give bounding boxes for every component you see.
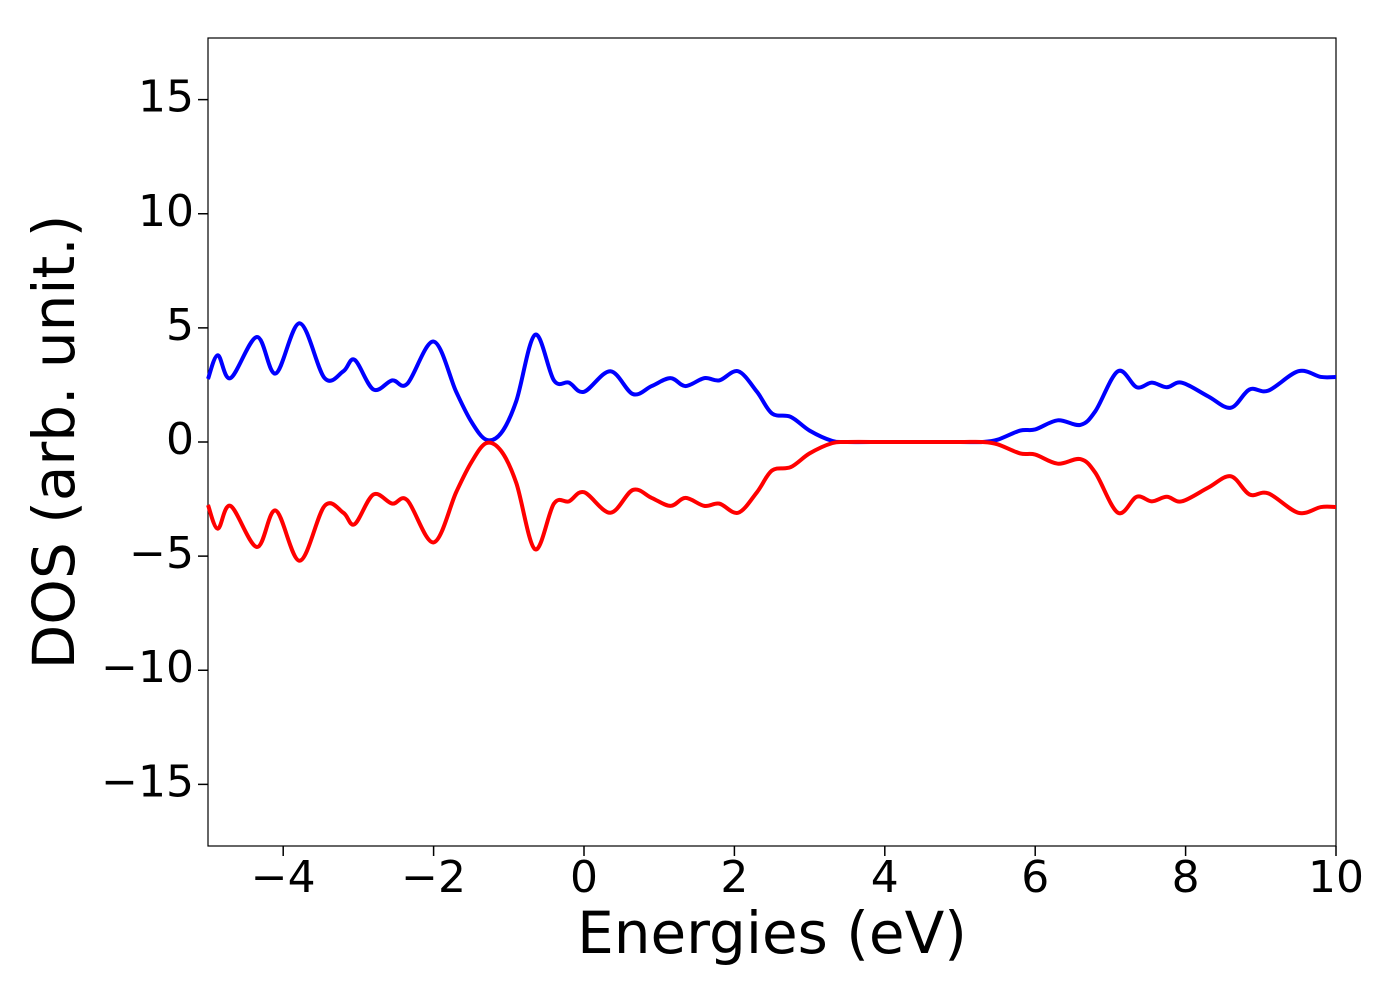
x-tick-label: 2 <box>720 852 748 903</box>
dos-line <box>206 321 1337 445</box>
plot-frame <box>207 37 1337 847</box>
x-tick-label: −2 <box>401 852 466 903</box>
dos-line <box>206 439 1337 563</box>
y-tick-label: 10 <box>138 186 194 237</box>
y-axis-label: DOS (arb. unit.) <box>20 215 88 670</box>
x-tick-label: −4 <box>251 852 316 903</box>
y-tick-label: −5 <box>129 528 194 579</box>
x-axis-label: Energies (eV) <box>577 899 967 967</box>
x-tick-label: 6 <box>1021 852 1049 903</box>
y-tick-label: 5 <box>166 300 194 351</box>
x-tick-label: 0 <box>570 852 598 903</box>
y-tick-label: −15 <box>101 756 194 807</box>
y-tick-label: 0 <box>166 414 194 465</box>
y-tick-label: −10 <box>101 642 194 693</box>
x-tick-label: 8 <box>1172 852 1200 903</box>
y-tick-label: 15 <box>138 72 194 123</box>
x-tick-label: 10 <box>1308 852 1364 903</box>
x-tick-label: 4 <box>871 852 899 903</box>
